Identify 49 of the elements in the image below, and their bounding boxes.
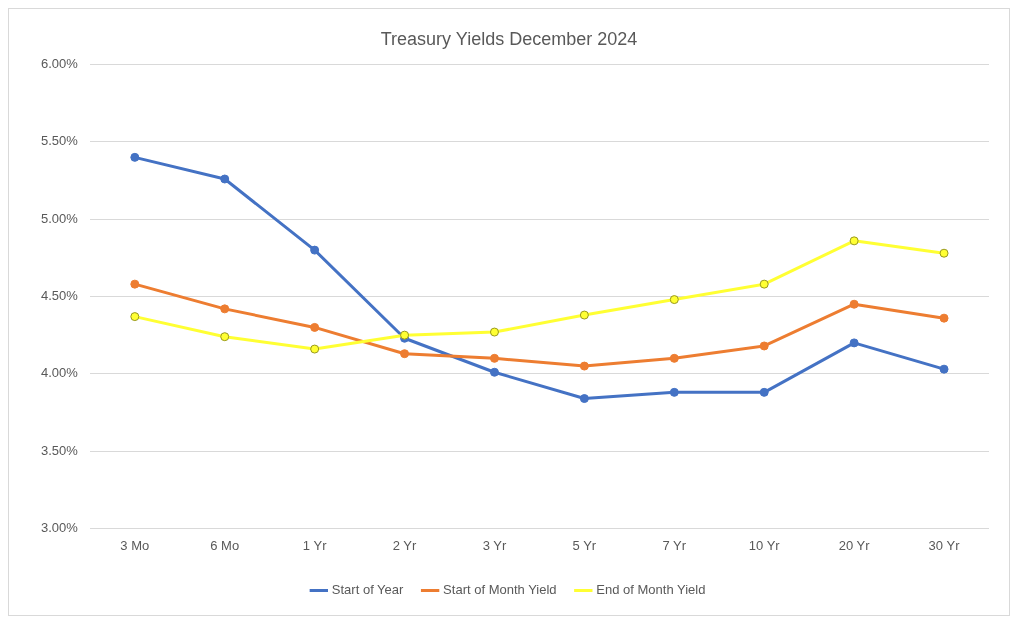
point [759, 341, 769, 351]
point [130, 152, 140, 162]
point [220, 304, 230, 314]
y-tick-label: 3.50% [40, 442, 79, 458]
point [489, 327, 499, 337]
legend-label: End of Month Yield [596, 582, 706, 598]
chart-title: Treasury Yields December 2024 [380, 28, 638, 49]
point [669, 295, 679, 305]
point [489, 353, 499, 363]
point [849, 236, 859, 246]
point [579, 361, 589, 371]
y-tick-label: 5.50% [40, 133, 79, 149]
point [849, 299, 859, 309]
point [130, 279, 140, 289]
point [849, 338, 859, 348]
x-tick-label: 6 Mo [210, 537, 240, 553]
point [220, 174, 230, 184]
y-tick-label: 4.00% [40, 365, 79, 381]
x-tick-label: 3 Mo [120, 537, 150, 553]
point [489, 367, 499, 377]
x-tick-label: 30 Yr [928, 537, 961, 553]
point [759, 387, 769, 397]
y-tick-label: 3.00% [40, 519, 79, 535]
y-tick-label: 6.00% [40, 56, 79, 72]
point [579, 310, 589, 320]
x-tick-label: 3 Yr [482, 537, 507, 553]
x-tick-label: 10 Yr [748, 537, 781, 553]
point [669, 353, 679, 363]
point [669, 387, 679, 397]
y-tick-label: 5.00% [40, 210, 79, 226]
x-tick-label: 20 Yr [838, 537, 871, 553]
point [939, 364, 949, 374]
x-tick-label: 5 Yr [572, 537, 597, 553]
point [759, 279, 769, 289]
point [939, 313, 949, 323]
point [310, 245, 320, 255]
x-tick-label: 2 Yr [392, 537, 418, 553]
legend-label: Start of Month Yield [443, 582, 557, 598]
x-tick-label: 1 Yr [302, 537, 328, 553]
point [579, 394, 589, 404]
point [400, 349, 410, 359]
y-tick-label: 4.50% [40, 288, 79, 304]
point [310, 344, 320, 354]
point [310, 322, 320, 332]
x-tick-label: 7 Yr [662, 537, 687, 553]
point [130, 312, 140, 322]
point [220, 332, 230, 342]
legend-label: Start of Year [331, 582, 405, 598]
point [939, 248, 949, 258]
